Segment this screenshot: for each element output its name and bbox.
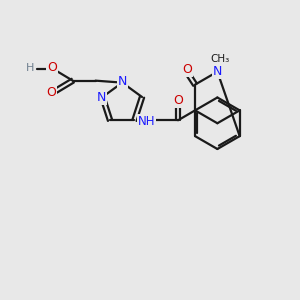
Text: O: O <box>182 63 192 76</box>
Text: O: O <box>46 86 56 99</box>
Text: N: N <box>213 65 222 78</box>
Text: H: H <box>26 63 34 73</box>
Text: O: O <box>173 94 183 107</box>
Text: NH: NH <box>138 115 155 128</box>
Text: N: N <box>97 91 106 103</box>
Text: CH₃: CH₃ <box>210 54 230 64</box>
Text: O: O <box>47 61 57 74</box>
Text: N: N <box>118 75 127 88</box>
